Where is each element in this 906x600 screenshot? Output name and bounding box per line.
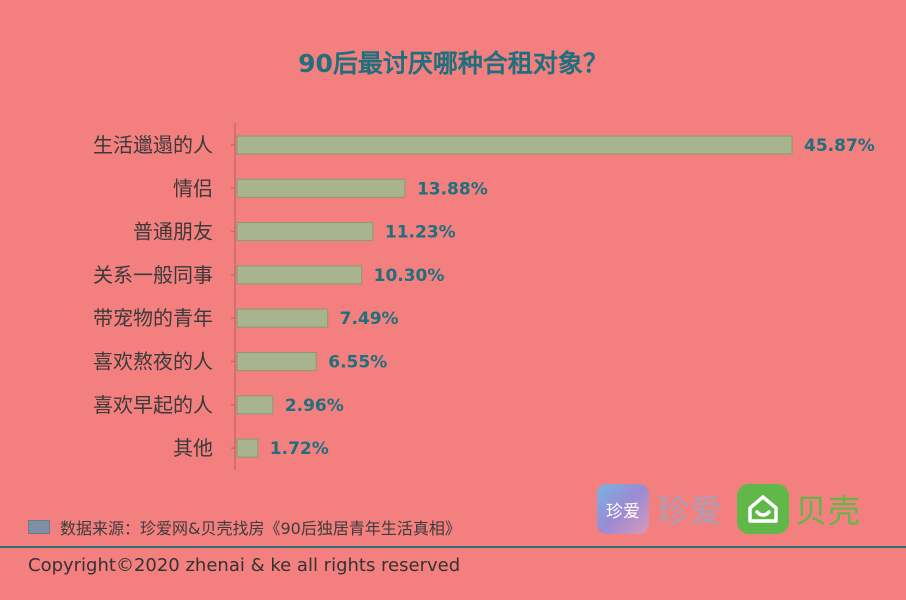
- category-label: 喜欢熬夜的人: [93, 350, 213, 374]
- category-label: 其他: [173, 436, 213, 460]
- category-label: 生活邋遢的人: [93, 133, 213, 157]
- value-label: 10.30%: [374, 266, 445, 286]
- value-label: 1.72%: [270, 439, 329, 459]
- bar: [236, 265, 363, 285]
- category-label: 关系一般同事: [93, 263, 213, 287]
- value-label: 2.96%: [285, 396, 344, 416]
- bar: [236, 222, 374, 242]
- zhenai-wordmark: 珍爱: [657, 492, 724, 530]
- value-label: 45.87%: [804, 136, 875, 156]
- legend-swatch: [28, 520, 50, 534]
- copyright-text: Copyright©2020 zhenai & ke all rights re…: [28, 555, 461, 576]
- category-label: 普通朋友: [133, 220, 213, 244]
- ke-logo: 贝壳: [737, 484, 861, 534]
- bar: [236, 352, 317, 371]
- category-label: 带宠物的青年: [93, 306, 213, 330]
- value-label: 6.55%: [328, 353, 387, 373]
- footer-divider: [0, 546, 906, 548]
- value-label: 7.49%: [340, 309, 399, 329]
- category-label: 情侣: [173, 176, 213, 200]
- zhenai-icon: 珍爱: [597, 484, 649, 534]
- bar: [236, 178, 406, 198]
- data-source-note: 数据来源：珍爱网&贝壳找房《90后独居青年生活真相》: [28, 515, 461, 539]
- chart-title: 90后最讨厌哪种合租对象？: [298, 49, 608, 78]
- bar-chart: 生活邋遢的人 45.87% 情侣 13.88% 普通朋友 11.23% 关系一般同事 10.3…: [93, 123, 875, 471]
- category-label: 喜欢早起的人: [93, 393, 213, 417]
- ke-house-icon: [737, 484, 789, 534]
- value-label: 13.88%: [417, 179, 488, 199]
- value-label: 11.23%: [385, 223, 456, 243]
- source-text: 数据来源：珍爱网&贝壳找房《90后独居青年生活真相》: [60, 519, 461, 538]
- ke-wordmark: 贝壳: [795, 492, 862, 530]
- bar: [236, 308, 329, 328]
- zhenai-logo: 珍爱 珍爱: [597, 484, 723, 534]
- bar: [236, 395, 274, 415]
- bar: [236, 438, 259, 458]
- bar: [236, 135, 793, 155]
